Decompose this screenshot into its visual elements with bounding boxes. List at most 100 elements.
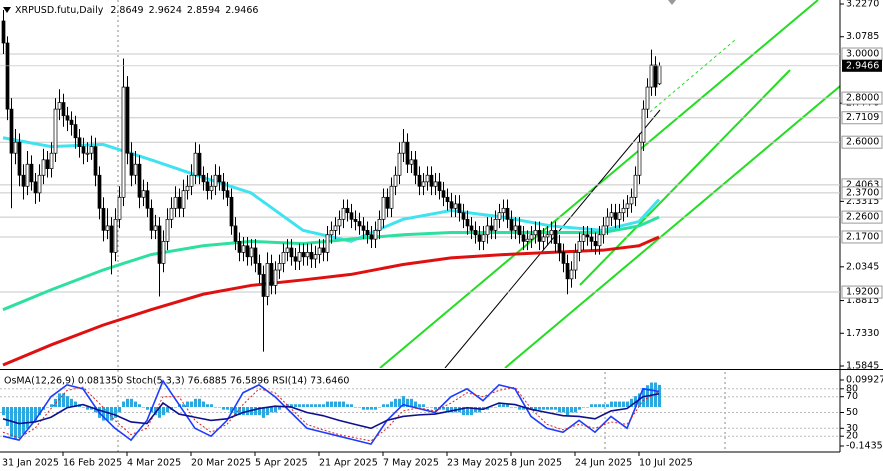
y-tick-label: 80 bbox=[846, 383, 858, 394]
candle-body bbox=[105, 225, 110, 231]
candle-body bbox=[265, 263, 270, 297]
osma-bar bbox=[446, 406, 449, 413]
candle-body bbox=[125, 86, 130, 154]
candle-body bbox=[13, 141, 18, 154]
candle-body bbox=[465, 218, 470, 227]
candle-body bbox=[113, 218, 118, 253]
osma-bar bbox=[130, 398, 133, 407]
osma-bar bbox=[418, 404, 421, 407]
indicator-header: OsMA(12,26,9) 0.081350 Stoch(5,3,3) 76.6… bbox=[4, 376, 349, 387]
x-tick-label: 20 Mar 2025 bbox=[191, 458, 251, 469]
y-tick-label: 3.2270 bbox=[846, 0, 879, 10]
osma-bar bbox=[266, 406, 269, 416]
candle-body bbox=[73, 124, 78, 139]
moving-average bbox=[2, 235, 660, 367]
candle-body bbox=[141, 190, 146, 198]
candle-body bbox=[565, 263, 570, 280]
candle-body bbox=[97, 174, 102, 209]
candle-body bbox=[241, 245, 246, 253]
candle-body bbox=[85, 152, 90, 155]
candle-body bbox=[329, 229, 334, 236]
osma-bar bbox=[378, 406, 381, 408]
osma-bar bbox=[426, 406, 429, 408]
osma-bar bbox=[598, 404, 601, 407]
candle-body bbox=[513, 225, 518, 231]
osma-bar bbox=[318, 404, 321, 407]
candle-body bbox=[173, 196, 178, 209]
price-box bbox=[842, 59, 882, 72]
candle-body bbox=[413, 159, 418, 176]
osma-bar bbox=[382, 404, 385, 407]
osma-bar bbox=[218, 406, 221, 408]
osma-bar bbox=[2, 406, 5, 416]
osma-bar bbox=[298, 404, 301, 407]
candle-body bbox=[1, 20, 6, 44]
osma-bar bbox=[198, 398, 201, 407]
osma-bar bbox=[290, 404, 293, 407]
osma-bar bbox=[522, 406, 525, 410]
osma-bar bbox=[390, 401, 393, 407]
osma-bar bbox=[142, 406, 145, 408]
candle-body bbox=[153, 225, 158, 231]
candle-body bbox=[493, 218, 498, 231]
candle-body bbox=[381, 196, 386, 220]
close: 2.9466 bbox=[225, 5, 258, 16]
candle-body bbox=[517, 225, 522, 236]
osma-bar bbox=[214, 406, 217, 408]
level-label: 2.8000 bbox=[846, 93, 879, 104]
level-box bbox=[841, 210, 883, 224]
osma-bar bbox=[490, 406, 493, 408]
y-tick-label: 3.0785 bbox=[846, 31, 879, 42]
osma-bar bbox=[302, 404, 305, 407]
candle-body bbox=[557, 243, 562, 253]
candle-body bbox=[621, 207, 626, 214]
candle-body bbox=[129, 152, 134, 176]
osma-bar bbox=[158, 406, 161, 418]
osma-bar bbox=[274, 406, 277, 413]
x-tick-label: 23 May 2025 bbox=[447, 458, 509, 469]
candle-body bbox=[505, 207, 510, 220]
osma-bar bbox=[614, 401, 617, 407]
osma-bar bbox=[294, 404, 297, 407]
candle-body bbox=[217, 174, 222, 183]
candle-body bbox=[489, 225, 494, 231]
symbol: XRPUSD.futu,Daily bbox=[15, 5, 104, 16]
candle-body bbox=[121, 86, 126, 198]
candle-body bbox=[481, 234, 486, 242]
level-label: 2.4063 bbox=[846, 179, 879, 190]
candle-body bbox=[549, 229, 554, 236]
candle-body bbox=[77, 137, 82, 147]
osma-bar bbox=[334, 401, 337, 407]
candle-body bbox=[301, 252, 306, 258]
osma-bar bbox=[226, 406, 229, 410]
candle-body bbox=[441, 190, 446, 198]
osma-bar bbox=[466, 406, 469, 416]
osma-bar bbox=[618, 401, 621, 407]
menu-icon[interactable] bbox=[3, 7, 11, 13]
osma-bar bbox=[578, 406, 581, 410]
candle-body bbox=[569, 269, 574, 280]
candle-body bbox=[177, 196, 182, 209]
candle-body bbox=[597, 234, 602, 247]
candle-body bbox=[649, 64, 654, 88]
osma-bar bbox=[258, 406, 261, 416]
candle-body bbox=[545, 234, 550, 238]
osma-bar bbox=[358, 406, 361, 408]
osma-bar bbox=[22, 406, 25, 435]
osma-bar bbox=[434, 406, 437, 410]
candle-body bbox=[53, 108, 58, 154]
osma-bar bbox=[286, 404, 289, 407]
shift-marker bbox=[668, 0, 676, 5]
osma-bar bbox=[574, 406, 577, 413]
candle-body bbox=[409, 159, 414, 165]
osma-bar bbox=[570, 406, 573, 413]
osma-bar bbox=[558, 406, 561, 413]
oscillator-line bbox=[2, 379, 660, 446]
osma-bar bbox=[6, 406, 9, 427]
osma-bar bbox=[642, 387, 645, 407]
candle-body bbox=[429, 174, 434, 187]
moving-average bbox=[2, 136, 661, 243]
candle-body bbox=[437, 181, 442, 192]
y-tick-label: 50 bbox=[846, 407, 858, 418]
candle-body bbox=[641, 108, 646, 143]
